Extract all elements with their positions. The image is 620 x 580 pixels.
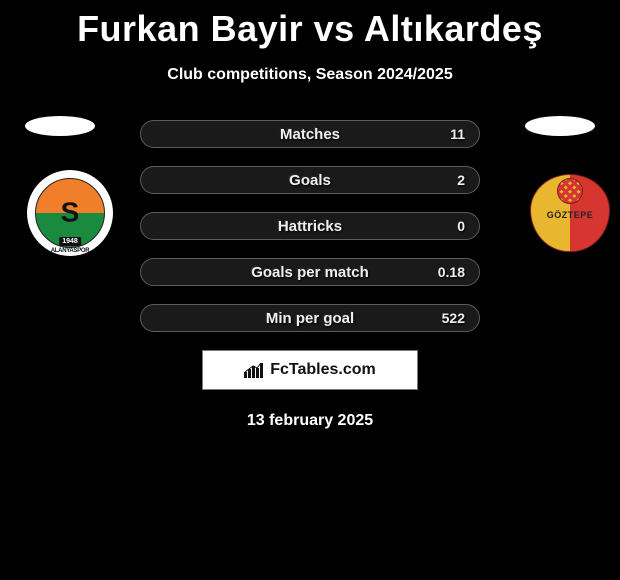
date-line: 13 february 2025 xyxy=(0,412,620,430)
stat-label: Hattricks xyxy=(278,218,342,235)
stat-label: Min per goal xyxy=(266,310,354,327)
stats-area: S 1948 ALANYASPOR GÖZTEPE Matches 11 Goa… xyxy=(0,120,620,430)
stat-row-min-per-goal: Min per goal 522 xyxy=(140,304,480,332)
stat-value: 2 xyxy=(457,172,465,188)
brand-text: FcTables.com xyxy=(270,361,376,379)
stat-row-goals-per-match: Goals per match 0.18 xyxy=(140,258,480,286)
goztepe-logo: GÖZTEPE xyxy=(520,170,620,256)
stat-row-hattricks: Hattricks 0 xyxy=(140,212,480,240)
logo-arc-text: ALANYASPOR xyxy=(51,248,89,254)
stat-value: 0 xyxy=(457,218,465,234)
stat-rows: Matches 11 Goals 2 Hattricks 0 Goals per… xyxy=(140,120,480,332)
logo-letter: S xyxy=(61,196,80,228)
logo-band-text: GÖZTEPE xyxy=(534,210,606,220)
stat-label: Goals xyxy=(289,172,331,189)
player-silhouette-right xyxy=(525,116,595,136)
logo-year: 1948 xyxy=(59,237,81,246)
stat-value: 11 xyxy=(450,126,465,142)
bar-chart-icon xyxy=(244,362,264,378)
stat-label: Matches xyxy=(280,126,340,143)
club-logo-left: S 1948 ALANYASPOR xyxy=(27,170,113,256)
club-logo-right: GÖZTEPE xyxy=(520,170,606,256)
subtitle: Club competitions, Season 2024/2025 xyxy=(0,66,620,84)
brand-attribution[interactable]: FcTables.com xyxy=(202,350,418,390)
stat-row-goals: Goals 2 xyxy=(140,166,480,194)
stat-label: Goals per match xyxy=(251,264,369,281)
page-title: Furkan Bayir vs Altıkardeş xyxy=(0,0,620,50)
player-silhouette-left xyxy=(25,116,95,136)
stat-row-matches: Matches 11 xyxy=(140,120,480,148)
stat-value: 0.18 xyxy=(438,264,465,280)
stat-value: 522 xyxy=(442,310,465,326)
alanyaspor-logo: S 1948 ALANYASPOR xyxy=(27,170,113,256)
